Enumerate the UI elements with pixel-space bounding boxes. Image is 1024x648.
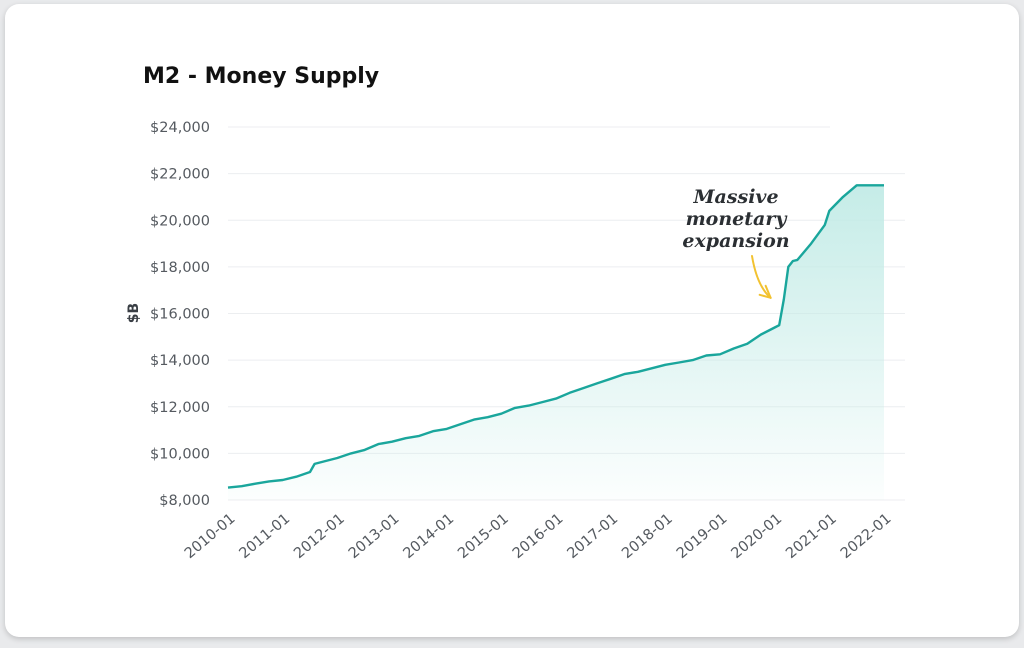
y-tick-label: $22,000 — [150, 167, 210, 183]
x-tick-label: 2013-01 — [346, 511, 403, 562]
y-tick-label: $18,000 — [150, 260, 210, 276]
x-tick-label: 2021-01 — [783, 511, 840, 562]
annotation-arrowhead — [758, 284, 772, 299]
x-tick-label: 2015-01 — [455, 511, 512, 562]
y-axis-ticks: $8,000 $10,000 $12,000 $14,000 $16,000 $18,00… — [150, 120, 210, 509]
y-tick-label: $10,000 — [150, 446, 210, 462]
annotation-text: monetary — [686, 208, 789, 230]
y-tick-label: $16,000 — [150, 307, 210, 323]
x-tick-label: 2010-01 — [182, 511, 239, 562]
x-tick-label: 2019-01 — [674, 511, 731, 562]
x-tick-label: 2018-01 — [619, 511, 676, 562]
chart-title: M2 - Money Supply — [143, 64, 380, 89]
annotation-text: expansion — [682, 230, 789, 252]
y-tick-label: $8,000 — [159, 493, 210, 509]
y-tick-label: $12,000 — [150, 400, 210, 416]
series-area — [228, 185, 884, 501]
y-tick-label: $20,000 — [150, 213, 210, 229]
x-tick-label: 2022-01 — [838, 511, 895, 562]
y-axis-label: $B — [126, 303, 142, 323]
x-tick-label: 2017-01 — [565, 511, 622, 562]
x-tick-label: 2014-01 — [401, 511, 458, 562]
x-tick-label: 2020-01 — [729, 511, 786, 562]
annotation-arrow — [751, 255, 772, 299]
y-tick-label: $24,000 — [150, 120, 210, 136]
x-tick-label: 2011-01 — [237, 511, 294, 562]
y-tick-label: $14,000 — [150, 353, 210, 369]
annotation-text: Massive — [692, 186, 778, 208]
x-axis-ticks: 2010-012011-012012-012013-012014-012015-… — [182, 511, 895, 562]
series-line — [227, 184, 884, 489]
x-tick-label: 2012-01 — [291, 511, 348, 562]
x-tick-label: 2016-01 — [510, 511, 567, 562]
